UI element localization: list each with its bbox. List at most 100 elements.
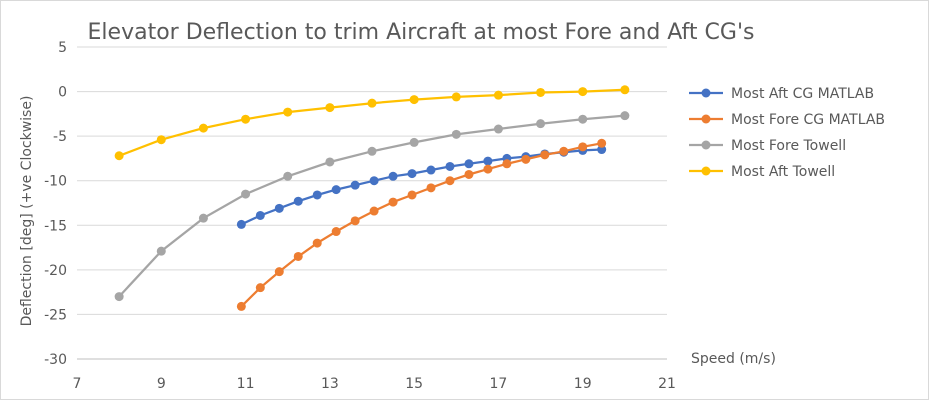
data-point	[156, 135, 166, 145]
data-point	[388, 197, 398, 207]
legend-label: Most Fore CG MATLAB	[731, 112, 885, 128]
data-point	[445, 176, 455, 186]
data-point	[620, 85, 630, 95]
data-point	[502, 159, 512, 169]
axes: 5 0 -5 -10 -15 -20 -25 -30 7 9 11 13 15 17 19 21	[44, 40, 676, 392]
data-point	[597, 138, 607, 148]
x-tick-label: 9	[157, 376, 166, 392]
data-point	[483, 156, 493, 166]
data-point	[255, 210, 265, 220]
x-tick-label: 11	[237, 376, 255, 392]
data-point	[114, 292, 124, 302]
data-point	[493, 90, 503, 100]
data-point	[464, 159, 474, 169]
data-point	[325, 103, 335, 113]
x-tick-label: 19	[574, 376, 592, 392]
legend-item: Most Aft CG MATLAB	[689, 86, 874, 102]
series-0	[236, 145, 607, 229]
data-point	[407, 169, 417, 179]
y-tick-label: 5	[58, 40, 67, 56]
legend-label: Most Fore Towell	[731, 138, 846, 154]
data-point	[559, 146, 569, 156]
data-point	[293, 251, 303, 261]
data-point	[540, 150, 550, 160]
data-point	[312, 238, 322, 248]
x-tick-label: 21	[658, 376, 676, 392]
series-2	[114, 111, 630, 302]
data-point	[350, 180, 360, 190]
data-point	[331, 185, 341, 195]
legend-item: Most Fore CG MATLAB	[689, 112, 885, 128]
x-tick-label: 13	[321, 376, 339, 392]
series-layer	[114, 85, 630, 311]
data-point	[293, 196, 303, 206]
data-point	[236, 219, 246, 229]
data-point	[198, 123, 208, 133]
data-point	[350, 216, 360, 226]
data-point	[578, 142, 588, 152]
series-1	[236, 138, 607, 311]
data-point	[114, 151, 124, 161]
data-point	[283, 171, 293, 181]
data-point	[156, 246, 166, 256]
data-point	[521, 154, 531, 164]
legend-marker	[701, 140, 711, 150]
data-point	[369, 206, 379, 216]
series-3	[114, 85, 630, 161]
data-point	[409, 137, 419, 147]
data-point	[445, 161, 455, 171]
x-tick-label: 7	[73, 376, 82, 392]
data-point	[409, 95, 419, 105]
x-axis-label: Speed (m/s)	[691, 351, 776, 367]
legend-item: Most Fore Towell	[689, 138, 846, 154]
data-point	[536, 87, 546, 97]
data-point	[241, 114, 251, 124]
data-point	[620, 111, 630, 121]
data-point	[312, 190, 322, 200]
data-point	[426, 165, 436, 175]
legend-marker	[701, 114, 711, 124]
chart-title: Elevator Deflection to trim Aircraft at …	[88, 20, 755, 45]
data-point	[597, 145, 607, 155]
data-point	[236, 301, 246, 311]
data-point	[464, 169, 474, 179]
data-point	[283, 107, 293, 117]
series-line	[240, 148, 602, 226]
data-point	[578, 114, 588, 124]
x-tick-label: 17	[490, 376, 508, 392]
legend-marker	[701, 166, 711, 176]
data-point	[483, 164, 493, 174]
y-tick-label: -30	[44, 352, 67, 368]
data-point	[451, 92, 461, 102]
legend-item: Most Aft Towell	[689, 164, 835, 180]
y-axis-label: Deflection [deg] (+ve Clockwise)	[19, 96, 35, 327]
data-point	[274, 267, 284, 277]
data-point	[198, 213, 208, 223]
data-point	[578, 87, 588, 97]
legend-label: Most Aft Towell	[731, 164, 835, 180]
data-point	[325, 157, 335, 167]
y-tick-label: -15	[44, 218, 67, 234]
data-point	[451, 129, 461, 139]
data-point	[367, 146, 377, 156]
data-point	[241, 189, 251, 199]
y-tick-label: -25	[44, 307, 67, 323]
y-tick-label: -10	[44, 174, 67, 190]
data-point	[407, 190, 417, 200]
data-point	[493, 124, 503, 134]
legend: Most Aft CG MATLAB Most Fore CG MATLAB Mos…	[689, 86, 885, 180]
legend-label: Most Aft CG MATLAB	[731, 86, 874, 102]
data-point	[274, 203, 284, 213]
y-tick-label: -20	[44, 263, 67, 279]
y-tick-label: -5	[53, 129, 67, 145]
data-point	[536, 119, 546, 129]
y-tick-label: 0	[58, 85, 67, 101]
data-point	[369, 176, 379, 186]
data-point	[426, 183, 436, 193]
legend-marker	[701, 88, 711, 98]
data-point	[367, 98, 377, 108]
data-point	[388, 171, 398, 181]
data-point	[255, 283, 265, 293]
